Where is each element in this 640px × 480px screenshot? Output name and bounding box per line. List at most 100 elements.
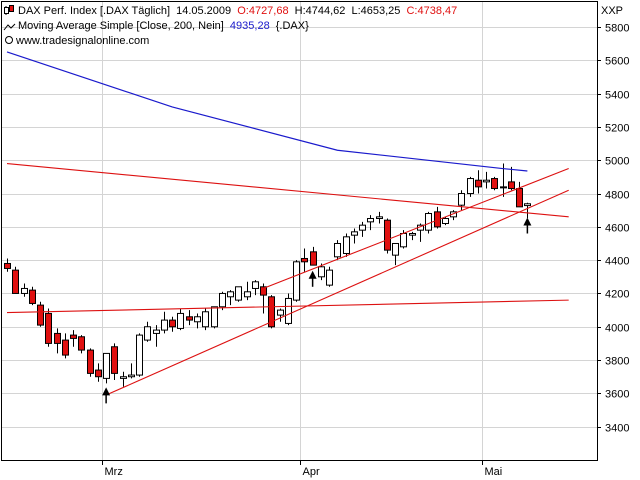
candle [169,316,176,332]
y-tick-label: 5800 [605,23,629,35]
candle-body [475,179,482,188]
legend-ma-value: 4935,28 [230,20,270,32]
candle-body [29,289,36,304]
candle [37,301,44,327]
candle [62,333,69,359]
grid [2,2,597,460]
candle-body [467,178,474,195]
candle [268,295,275,329]
candle-body [483,179,490,183]
trend-line [6,299,569,314]
candle-body [376,216,383,220]
candle-body [45,312,52,344]
candle [202,308,209,331]
candle-body [153,329,160,334]
plot-frame [1,1,598,461]
legend-website: www.tradesignalonline.com [15,35,149,47]
candle-legend-icon-box-2 [9,5,14,12]
candle [434,206,441,229]
candle-body [136,334,143,376]
candle-body [12,269,19,294]
candle-body [95,369,102,378]
candle-body [128,374,135,378]
y-tick-label: 3600 [605,389,629,401]
candle [392,242,399,266]
candle-body [202,311,209,328]
candle-body [425,213,432,231]
candle [45,308,52,347]
y-tick-label: 4400 [605,256,629,268]
candle-body [161,319,168,331]
y-tick-label: 4000 [605,323,629,335]
candle [442,216,449,226]
x-tick-label: Mrz [105,466,123,478]
candle [211,306,218,329]
candle-body [392,242,399,256]
legend-ma-name: Moving Average Simple [Close, 200, Nein] [18,20,224,32]
candle [409,231,416,241]
candle-body [285,297,292,324]
candle-body [244,291,251,298]
y-tick-label: 3400 [605,423,629,435]
candle [186,310,193,326]
candle [310,246,317,266]
candle-body [367,218,374,223]
moving-average-line [6,51,528,172]
candle [194,313,201,329]
candle [136,333,143,377]
candle [21,283,28,297]
candle [235,286,242,302]
candle-body [516,188,523,208]
svg-text:DAX Perf. Index [.DAX Täglich: DAX Perf. Index [.DAX Täglich] 14.05.200… [18,5,457,17]
candle-body [227,291,234,298]
candle [252,280,259,296]
candle-body [384,219,391,251]
x-tick-label: Apr [303,466,320,478]
candle [318,263,325,281]
candle [293,260,300,302]
arrow-marker [308,270,317,287]
candle [367,215,374,231]
candle-body [359,224,366,231]
x-axis: Mrz Apr Mai [102,460,502,478]
arrow-head [102,387,111,396]
legend-low: L:4653,25 [351,5,400,17]
candle-body [442,218,449,225]
candle [78,335,85,354]
currency-label: XXP [601,5,623,17]
legend-high: H:4744,62 [295,5,346,17]
legend-line-2: Moving Average Simple [Close, 200, Nein]… [3,20,309,32]
candle-body [62,339,69,356]
candle-body [144,326,151,341]
candle [219,291,226,311]
candle [516,181,523,208]
candle-body [54,332,61,344]
candles [4,163,531,387]
candle-body [334,242,341,258]
legend-open: O:4727,68 [237,5,288,17]
legend-line-1: DAX Perf. Index [.DAX Täglich] 14.05.200… [4,5,457,17]
candle [153,325,160,347]
candle-body [4,262,11,269]
candle-body [301,257,308,263]
candle-body [219,292,226,308]
candle-body [508,181,515,190]
candle [12,266,19,294]
candle [376,211,383,224]
candle [227,290,234,306]
candle [508,166,515,191]
candle-body [111,346,118,374]
candle-body [268,296,275,328]
trend-lines [6,163,569,396]
candle [277,308,284,322]
trend-line [6,163,569,218]
candle-body [87,349,94,374]
trend-line [105,189,569,396]
svg-text:Moving Average Simple [Close,: Moving Average Simple [Close, 200, Nein]… [18,20,309,32]
candle-body [37,304,44,326]
candle-body [169,319,176,328]
candle [95,363,102,382]
candle [120,371,127,387]
candle [351,228,358,244]
